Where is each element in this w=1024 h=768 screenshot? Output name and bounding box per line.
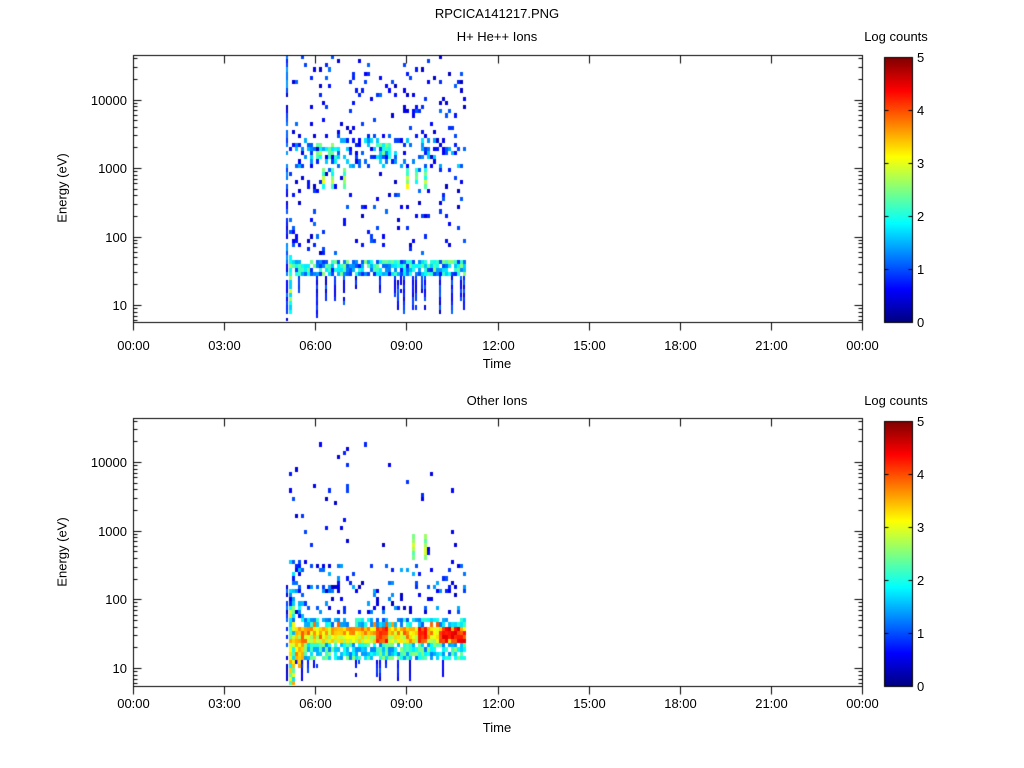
panel1-colorbar-label: Log counts bbox=[864, 29, 928, 44]
panel1-x-axis-label: Time bbox=[482, 356, 512, 371]
x-tick-label: 18:00 bbox=[664, 338, 697, 353]
colorbar-tick-label: 5 bbox=[917, 49, 925, 65]
x-tick-label: 15:00 bbox=[573, 338, 606, 353]
colorbar-tick-label: 0 bbox=[917, 678, 925, 694]
y-tick-label: 100 bbox=[105, 591, 127, 607]
x-tick-label: 12:00 bbox=[482, 338, 515, 353]
colorbar-tick-label: 5 bbox=[917, 413, 925, 429]
colorbar-tick-label: 3 bbox=[917, 519, 925, 535]
x-tick-label: 21:00 bbox=[755, 696, 788, 711]
x-tick-label: 09:00 bbox=[390, 338, 423, 353]
y-tick-label: 1000 bbox=[98, 160, 127, 176]
y-tick-label: 10 bbox=[112, 660, 127, 676]
x-tick-label: 12:00 bbox=[482, 696, 515, 711]
colorbar-tick-label: 3 bbox=[917, 155, 925, 171]
colorbar-tick-label: 4 bbox=[917, 102, 925, 118]
colorbar-tick-label: 1 bbox=[917, 625, 925, 641]
x-tick-label: 15:00 bbox=[573, 696, 606, 711]
colorbar-tick-label: 2 bbox=[917, 208, 925, 224]
x-tick-label: 00:00 bbox=[846, 338, 879, 353]
panel2-x-axis-label: Time bbox=[482, 720, 512, 735]
colorbar-tick-label: 4 bbox=[917, 466, 925, 482]
panel2-title: Other Ions bbox=[466, 393, 528, 408]
y-tick-label: 10000 bbox=[90, 92, 127, 108]
y-tick-label: 10 bbox=[112, 297, 127, 313]
x-tick-label: 06:00 bbox=[299, 696, 332, 711]
x-tick-label: 00:00 bbox=[846, 696, 879, 711]
colorbar-tick-label: 2 bbox=[917, 572, 925, 588]
x-tick-label: 00:00 bbox=[117, 696, 150, 711]
colorbar-tick-label: 1 bbox=[917, 261, 925, 277]
colorbar-tick-label: 0 bbox=[917, 314, 925, 330]
x-tick-label: 21:00 bbox=[755, 338, 788, 353]
x-tick-label: 09:00 bbox=[390, 696, 423, 711]
figure-title: RPCICA141217.PNG bbox=[434, 6, 560, 21]
panel2-colorbar-label: Log counts bbox=[864, 393, 928, 408]
panel1-title: H+ He++ Ions bbox=[456, 29, 538, 44]
y-tick-label: 1000 bbox=[98, 523, 127, 539]
x-tick-label: 03:00 bbox=[208, 338, 241, 353]
x-tick-label: 18:00 bbox=[664, 696, 697, 711]
y-tick-label: 10000 bbox=[90, 454, 127, 470]
y-tick-label: 100 bbox=[105, 229, 127, 245]
x-tick-label: 00:00 bbox=[117, 338, 150, 353]
x-tick-label: 06:00 bbox=[299, 338, 332, 353]
x-tick-label: 03:00 bbox=[208, 696, 241, 711]
